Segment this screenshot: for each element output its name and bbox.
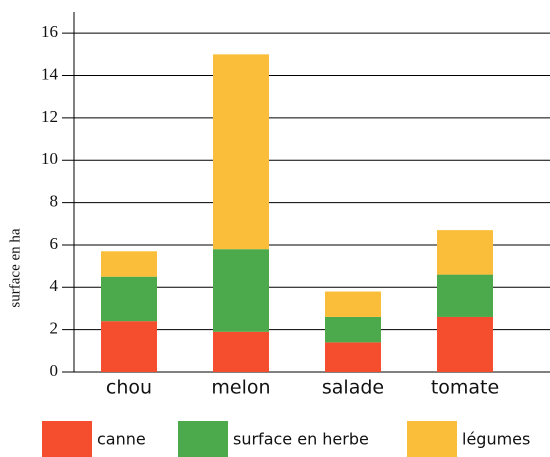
y-tick-label: 14 <box>41 64 59 83</box>
y-tick-label: 4 <box>50 276 59 295</box>
bar-segment <box>213 331 269 372</box>
y-tick-label: 10 <box>41 149 58 168</box>
legend-label: canne <box>97 430 146 449</box>
x-tick-label: tomate <box>431 377 499 399</box>
y-axis-label: surface en ha <box>7 228 23 307</box>
legend-swatch <box>42 421 92 457</box>
x-tick-label: salade <box>322 377 384 399</box>
bar-segment <box>325 291 381 317</box>
y-tick-label: 16 <box>41 22 58 41</box>
legend-label: légumes <box>462 430 530 449</box>
bar-segment <box>101 276 157 322</box>
legend-swatch <box>407 421 457 457</box>
legend-swatch <box>178 421 228 457</box>
y-tick-label: 6 <box>50 234 59 253</box>
y-tick-label: 12 <box>41 107 58 126</box>
x-tick-label: melon <box>211 377 270 399</box>
bar-segment <box>213 249 269 332</box>
bar-segment <box>437 316 493 372</box>
bar-segment <box>101 251 157 277</box>
y-tick-label: 2 <box>50 319 59 338</box>
x-tick-label: chou <box>106 377 152 399</box>
y-tick-label: 0 <box>50 361 59 380</box>
bar-segment <box>101 321 157 372</box>
bar-segment <box>325 316 381 343</box>
legend-label: surface en herbe <box>233 430 369 449</box>
bar-segment <box>437 274 493 317</box>
bar-segment <box>213 54 269 250</box>
bar-segment <box>437 230 493 275</box>
y-tick-label: 8 <box>50 191 59 210</box>
bar-segment <box>325 342 381 372</box>
